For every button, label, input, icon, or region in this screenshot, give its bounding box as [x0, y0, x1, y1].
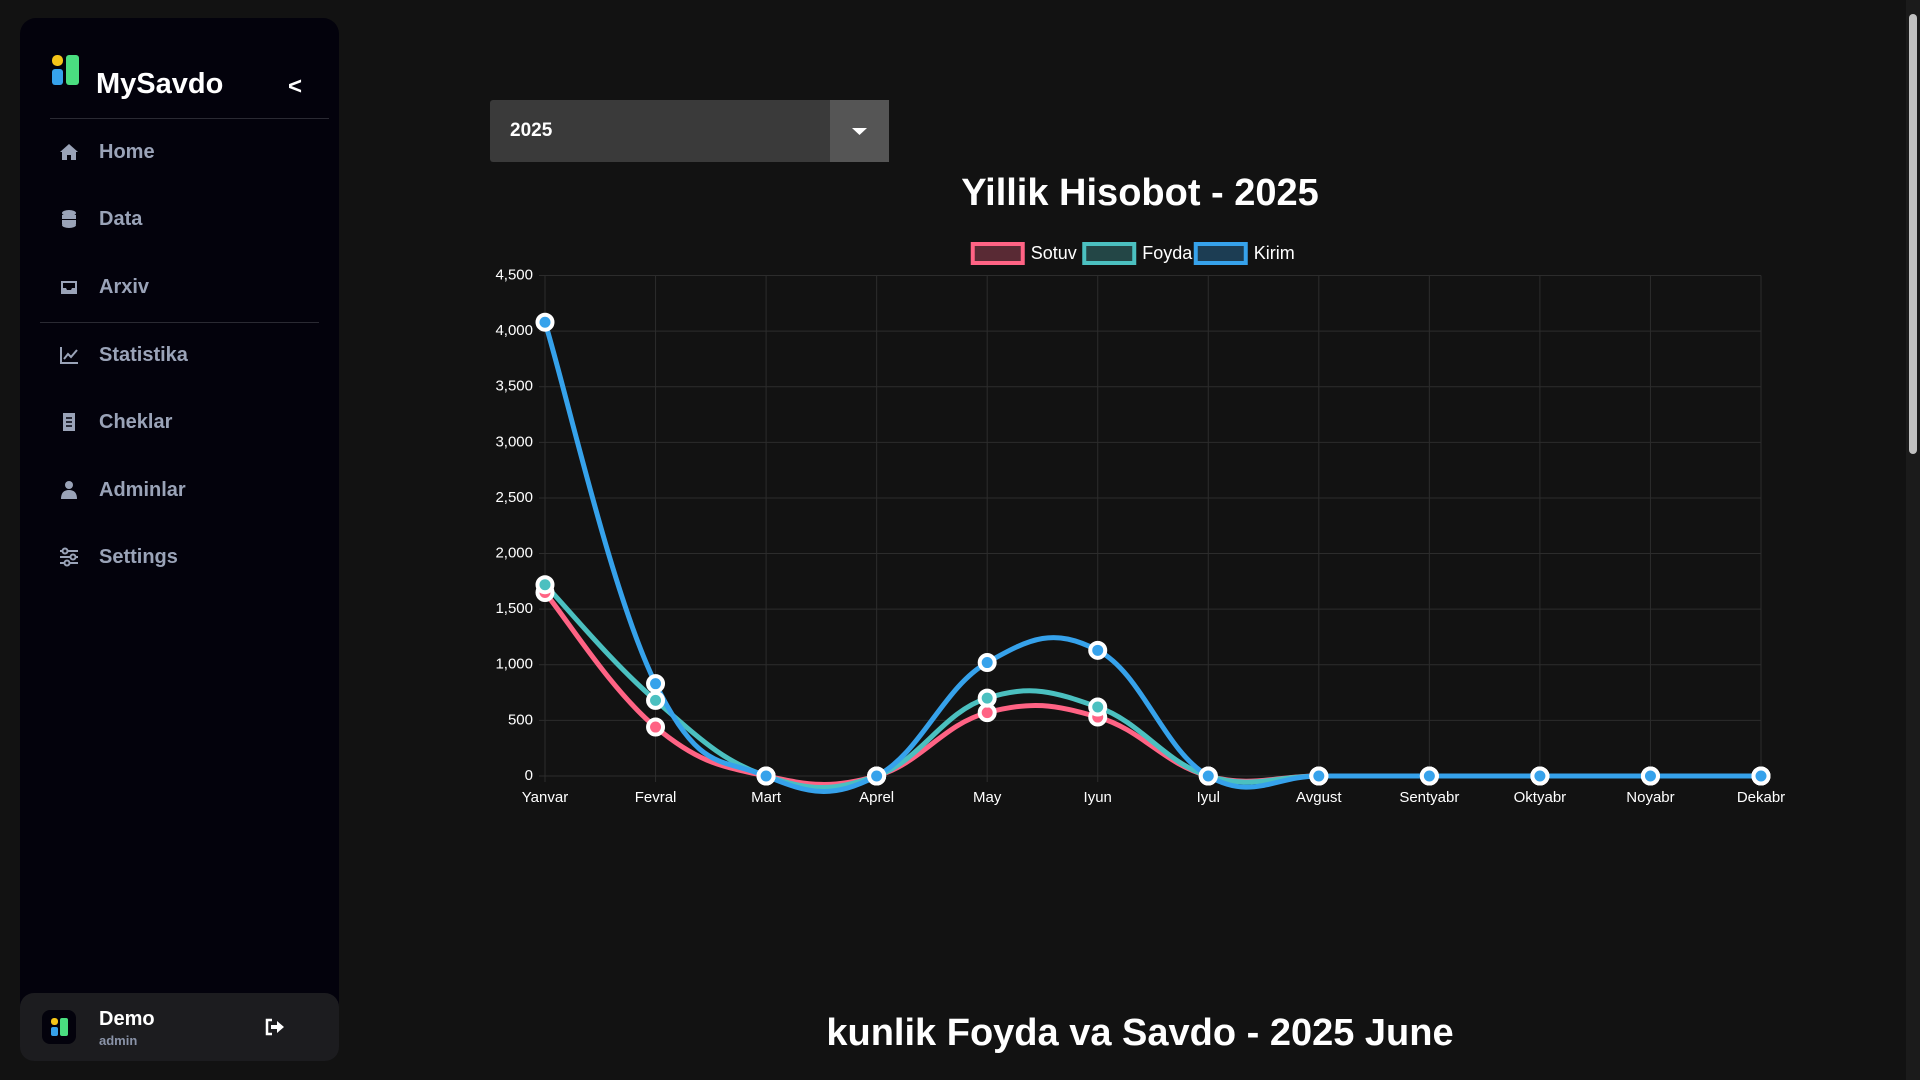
data-point: [1530, 766, 1550, 786]
caret: [852, 128, 867, 135]
y-tick-label: 3,500: [495, 378, 533, 395]
x-tick-label: May: [973, 789, 1002, 806]
daily-title: kunlik Foyda va Savdo - 2025 June: [826, 1012, 1454, 1054]
legend-label: Kirim: [1254, 243, 1295, 263]
logout-button[interactable]: [264, 1017, 286, 1037]
brand: MySavdo: [96, 68, 224, 100]
home-icon: [60, 144, 78, 160]
y-tick-label: 4,500: [495, 266, 533, 283]
y-tick-label: 0: [525, 767, 533, 784]
year-value: 2025: [510, 120, 553, 141]
x-tick-label: Aprel: [859, 789, 894, 806]
admin-icon: [61, 481, 77, 499]
collapse-button[interactable]: <: [288, 73, 303, 100]
legend-swatch: [1193, 242, 1248, 265]
y-tick-label: 2,500: [495, 489, 533, 506]
scrollbar[interactable]: [1906, 0, 1920, 1080]
x-tick-label: Iyul: [1197, 789, 1220, 806]
user-card: Demo admin: [20, 993, 339, 1061]
x-tick-label: Dekabr: [1737, 789, 1785, 806]
user-role: admin: [99, 1033, 138, 1048]
x-tick-label: Iyun: [1084, 789, 1112, 806]
data-icon: [62, 210, 76, 228]
x-tick-label: Mart: [751, 789, 782, 806]
series-line: [542, 321, 1761, 794]
data-point: [1419, 766, 1439, 786]
data-point: [1198, 766, 1218, 786]
data-point: [646, 690, 666, 710]
data-point: [535, 575, 555, 595]
series-line: [543, 582, 1761, 790]
legend-swatch: [970, 242, 1025, 265]
data-point: [535, 312, 555, 332]
sidebar: MySavdo < Home Data Arxiv Statistika Che…: [20, 18, 339, 1061]
data-point: [977, 653, 997, 673]
x-tick-label: Sentyabr: [1399, 789, 1459, 806]
nav-item[interactable]: Cheklar: [99, 411, 173, 433]
x-tick-label: Avgust: [1296, 789, 1342, 806]
data-point: [1309, 766, 1329, 786]
data-point: [1088, 640, 1108, 660]
scroll-thumb[interactable]: [1909, 14, 1917, 454]
y-tick-label: 2,000: [495, 545, 533, 562]
chart-title: Yillik Hisobot - 2025: [961, 172, 1319, 214]
x-tick-label: Noyabr: [1626, 789, 1674, 806]
brand-logo: [52, 55, 79, 85]
data-point: [646, 717, 666, 737]
y-tick-label: 1,000: [495, 656, 533, 673]
data-point: [1640, 766, 1660, 786]
separator: [50, 118, 329, 119]
data-point: [646, 674, 666, 694]
legend-label: Sotuv: [1031, 243, 1077, 263]
nav-item[interactable]: Data: [99, 208, 143, 230]
y-tick-label: 3,000: [495, 433, 533, 450]
data-point: [1088, 697, 1108, 717]
nav-item[interactable]: Arxiv: [99, 276, 150, 298]
nav-item[interactable]: Adminlar: [99, 479, 186, 501]
user-name: Demo: [99, 1008, 155, 1030]
separator: [40, 322, 319, 323]
receipt-icon: [63, 413, 75, 431]
avatar: [42, 1010, 76, 1044]
data-point: [867, 766, 887, 786]
settings-icon: [60, 547, 78, 567]
archive-icon: [61, 281, 77, 294]
nav-item[interactable]: Home: [99, 141, 155, 163]
y-tick-label: 4,000: [495, 322, 533, 339]
legend-label: Foyda: [1142, 243, 1193, 263]
nav-item[interactable]: Statistika: [99, 344, 188, 366]
data-point: [756, 766, 776, 786]
x-tick-label: Fevral: [635, 789, 677, 806]
nav-item[interactable]: Settings: [99, 546, 178, 568]
x-tick-label: Oktyabr: [1514, 789, 1567, 806]
year-select[interactable]: 2025: [490, 100, 889, 162]
legend-swatch: [1082, 242, 1137, 265]
data-point: [1751, 766, 1771, 786]
stats-icon: [60, 347, 78, 364]
y-tick-label: 1,500: [495, 600, 533, 617]
dropdown-arrow[interactable]: [830, 100, 889, 162]
x-tick-label: Yanvar: [522, 789, 568, 806]
data-point: [977, 688, 997, 708]
y-tick-label: 500: [508, 711, 533, 728]
